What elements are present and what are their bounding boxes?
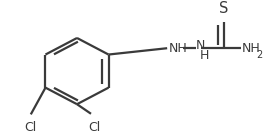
Text: Cl: Cl (24, 121, 36, 134)
Text: NH: NH (241, 42, 260, 55)
Text: N: N (196, 39, 205, 52)
Text: Cl: Cl (88, 121, 101, 134)
Text: 2: 2 (256, 50, 262, 60)
Text: NH: NH (169, 42, 187, 55)
Text: S: S (219, 1, 229, 16)
Text: H: H (199, 49, 209, 62)
